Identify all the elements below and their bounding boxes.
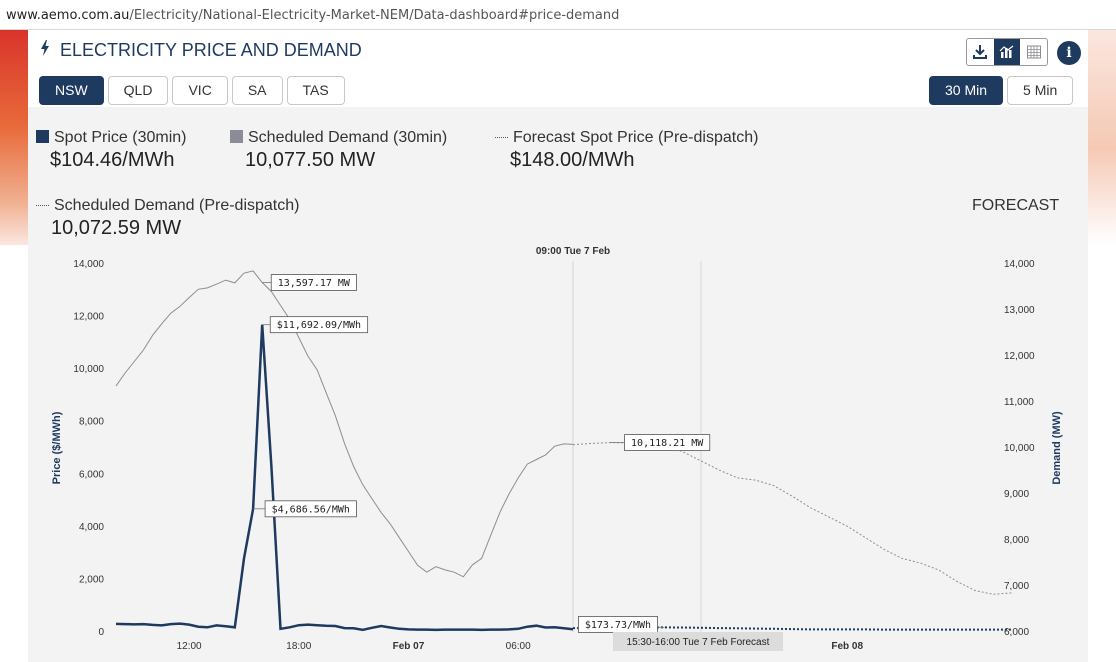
scheduled-demand-predispatch-value: 10,072.59 MW [51,217,182,239]
forecast-time-label: 15:30-16:00 Tue 7 Feb Forecast [627,637,770,648]
page-title: ELECTRICITY PRICE AND DEMAND [40,40,362,61]
callout-peak-demand-box [270,274,357,291]
forecast-spot-price-value: $148.00/MWh [510,149,635,171]
y-right-tick-label: 13,000 [1004,305,1035,316]
y-left-tick-label: 2,000 [79,574,104,585]
y-left-tick-label: 8,000 [79,417,104,428]
legend-scheduled-demand[interactable]: Scheduled Demand (30min) 10,077.50 MW [230,129,447,172]
y-right-tick-label: 14,000 [1004,259,1035,270]
region-tab-tas[interactable]: TAS [286,76,345,105]
forecast-label: FORECAST [972,197,1060,214]
price-demand-panel: ELECTRICITY PRICE AND DEMAND i NSW QLD V… [28,33,1088,662]
region-tab-sa[interactable]: SA [231,76,283,105]
legend-forecast-spot-price[interactable]: Forecast Spot Price (Pre-dispatch) $148.… [495,129,758,172]
x-tick-label: Feb 08 [831,641,863,652]
legend-label: Scheduled Demand (30min) [248,129,448,146]
y-left-axis-label: Price ($/MWh) [51,411,63,484]
callout-forecast-demand: 10,118.21 MW [631,438,704,449]
region-tab-vic[interactable]: VIC [172,76,228,105]
y-right-tick-label: 9,000 [1004,489,1029,500]
region-selector: NSW QLD VIC SA TAS [39,76,345,105]
scheduled-demand-line [115,270,574,578]
legend-label: Spot Price (30min) [54,129,187,146]
x-tick-label: 12:00 [177,641,202,652]
y-left-tick-label: 4,000 [79,522,104,533]
callout-peak-demand: 13,597.17 MW [278,278,351,289]
y-right-tick-label: 11,000 [1004,397,1034,408]
spot-price-line [115,324,574,632]
x-tick-label: 18:00 [286,641,311,652]
price-demand-chart[interactable]: 09:00 Tue 7 Feb 0 2,000 4,000 6,000 8,000 10,0… [28,33,1088,662]
chart-plot-background [38,248,1078,662]
y-left-tick-label: 0 [98,627,104,638]
table-icon[interactable] [1020,39,1047,65]
chart-icon[interactable] [993,39,1021,65]
decorative-background-left [0,30,28,245]
legend-scheduled-demand-predispatch[interactable]: Scheduled Demand (Pre-dispatch) 10,072.5… [36,197,299,240]
interval-5min-button[interactable]: 5 Min [1007,76,1074,105]
spot-price-value: $104.46/MWh [50,149,175,171]
chart-toolbox [966,38,1048,66]
legend-swatch-forecast-demand [36,205,49,206]
y-left-tick-label: 12,000 [73,312,104,323]
callout-price-2: $4,686.56/MWh [272,504,350,515]
y-left-tick-label: 14,000 [73,259,104,270]
lightning-icon [40,40,54,61]
legend-label: Scheduled Demand (Pre-dispatch) [54,197,300,214]
now-marker-label: 09:00 Tue 7 Feb [536,246,610,257]
panel-header: ELECTRICITY PRICE AND DEMAND i NSW QLD V… [28,33,1088,107]
callout-peak-price-box [269,316,369,334]
y-right-tick-label: 10,000 [1004,443,1035,454]
x-tick-label: Feb 07 [393,641,425,652]
y-right-tick-label: 6,000 [1004,627,1029,638]
y-right-tick-label: 7,000 [1004,581,1029,592]
y-right-tick-label: 12,000 [1004,351,1035,362]
interval-selector: 30 Min 5 Min [929,76,1074,105]
interval-30min-button[interactable]: 30 Min [929,76,1004,105]
download-icon[interactable] [967,39,994,65]
legend-label: Forecast Spot Price (Pre-dispatch) [513,129,759,146]
y-left-tick-label: 6,000 [79,469,104,480]
scheduled-demand-value: 10,077.50 MW [245,149,376,171]
y-left-tick-label: 10,000 [73,364,104,375]
legend-swatch-demand [230,130,243,143]
callout-forecast-demand-box [624,434,711,451]
x-tick-label: 06:00 [506,641,531,652]
region-tab-nsw[interactable]: NSW [39,76,104,105]
legend-spot-price[interactable]: Spot Price (30min) $104.46/MWh [36,129,187,172]
decorative-background-right [1088,30,1116,245]
callout-forecast-price: $173.73/MWh [585,620,651,631]
info-button[interactable]: i [1057,41,1081,65]
callout-peak-price: $11,692.09/MWh [277,320,361,331]
forecast-time-box [612,632,783,651]
y-right-axis-label: Demand (MW) [1051,411,1063,485]
region-tab-qld[interactable]: QLD [107,76,169,105]
url-text[interactable]: www.aemo.com.au/Electricity/National-Ele… [6,8,620,23]
legend-swatch-spot-price [36,130,49,143]
y-right-tick-label: 8,000 [1004,535,1029,546]
browser-address-bar[interactable]: www.aemo.com.au/Electricity/National-Ele… [0,0,1116,30]
legend-swatch-forecast-price [495,137,508,138]
callout-price-2-box [264,500,357,518]
